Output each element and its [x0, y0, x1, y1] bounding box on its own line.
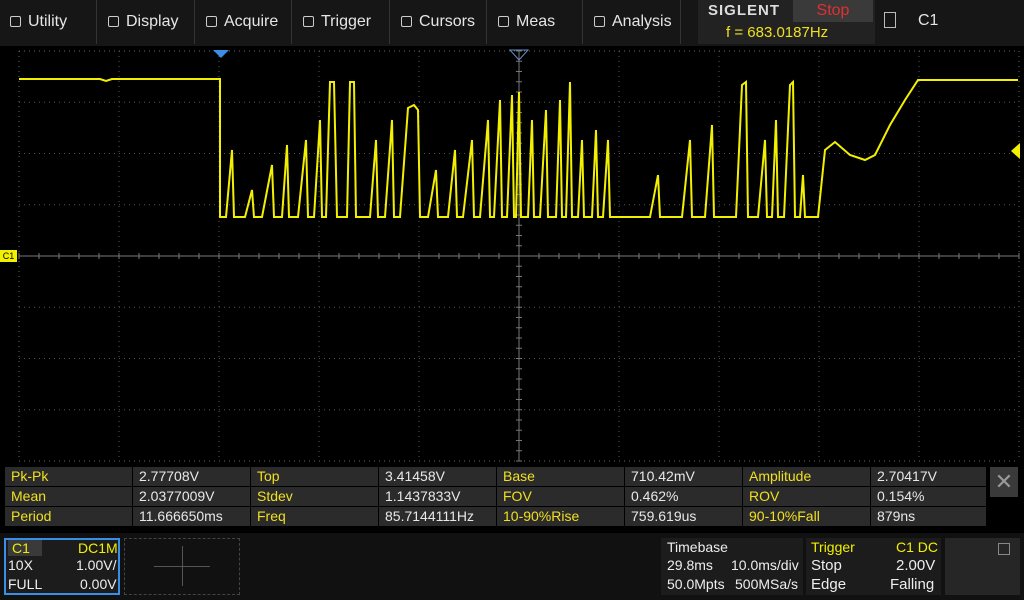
measurement-value: 2.70417V [871, 467, 987, 486]
measurement-value: 0.462% [625, 487, 743, 506]
measurement-label: 10-90%Rise [497, 507, 625, 526]
measurement-value: 0.154% [871, 487, 987, 506]
measurement-label: Top [251, 467, 379, 486]
waveform-display [18, 49, 1020, 462]
measurement-label: Stdev [251, 487, 379, 506]
channel-icon [884, 12, 896, 28]
trigger-slope: Falling [890, 576, 935, 593]
memory-depth: 50.0Mpts [667, 576, 725, 592]
timebase-delay: 29.8ms [667, 557, 713, 573]
measurement-row: Mean 2.0377009V Stdev 1.1437833V FOV 0.462% RO… [5, 487, 987, 506]
active-channel: C1 [918, 12, 939, 29]
trigger-level-marker[interactable] [1011, 143, 1020, 159]
center-marker [508, 49, 530, 61]
trigger-type: Edge [811, 576, 847, 593]
measurement-row: Period 11.666650ms Freq 85.7144111Hz 10-90%R… [5, 507, 987, 526]
menu-item[interactable]: Utility [0, 0, 97, 44]
vertical-scale: 1.00V/ [76, 557, 117, 573]
menu-item[interactable]: Trigger [293, 0, 390, 44]
measurement-label: Period [5, 507, 133, 526]
timebase-scale: 10.0ms/div [731, 557, 799, 573]
measurement-table: Pk-Pk 2.77708V Top 3.41458V Base 710.42mV Ampl… [5, 465, 987, 527]
menu-item[interactable]: Display [98, 0, 195, 44]
measurement-value: 759.619us [625, 507, 743, 526]
timebase-box[interactable] [661, 538, 803, 595]
measurement-value: 710.42mV [625, 467, 743, 486]
measurement-value: 879ns [871, 507, 987, 526]
measurement-label: ROV [743, 487, 871, 506]
measurement-value: 2.0377009V [133, 487, 251, 506]
trigger-state: Stop [811, 557, 842, 574]
measurement-label: Mean [5, 487, 133, 506]
run-state[interactable]: Stop [793, 0, 873, 22]
channel-offset-marker[interactable]: C1 [0, 250, 17, 262]
network-icon [998, 543, 1010, 555]
timebase-title: Timebase [667, 539, 728, 555]
measurement-label: 90-10%Fall [743, 507, 871, 526]
channel-coupling: DC1M [78, 540, 118, 556]
menu-item[interactable]: Acquire [196, 0, 292, 44]
add-channel-slot[interactable] [124, 538, 240, 595]
plus-icon-v [182, 546, 183, 586]
measurement-label: Amplitude [743, 467, 871, 486]
sample-rate: 500MSa/s [735, 576, 799, 592]
menu-item[interactable]: Analysis [584, 0, 681, 44]
menu-item[interactable]: Cursors [391, 0, 487, 44]
trigger-level: 2.00V [896, 557, 936, 574]
measurement-value: 85.7144111Hz [379, 507, 497, 526]
measurement-value: 2.77708V [133, 467, 251, 486]
bandwidth-limit: FULL [8, 576, 43, 592]
measurement-label: Freq [251, 507, 379, 526]
measurement-label: FOV [497, 487, 625, 506]
network-box[interactable] [945, 538, 1020, 595]
trigger-source: C1 DC [896, 539, 939, 555]
menu-item[interactable]: Meas [488, 0, 583, 44]
measurement-value: 3.41458V [379, 467, 497, 486]
brand: SIGLENT [708, 2, 781, 19]
vertical-offset: 0.00V [80, 576, 117, 592]
frequency-counter: f = 683.0187Hz [726, 24, 829, 41]
measurement-label: Pk-Pk [5, 467, 133, 486]
trigger-title: Trigger [811, 539, 855, 555]
channel-name: C1 [8, 540, 42, 556]
waveform-trace [19, 78, 1018, 218]
measurement-row: Pk-Pk 2.77708V Top 3.41458V Base 710.42mV Ampl… [5, 467, 987, 486]
measurement-value: 1.1437833V [379, 487, 497, 506]
trigger-position-marker[interactable] [213, 50, 229, 58]
measurement-label: Base [497, 467, 625, 486]
close-button[interactable]: ✕ [990, 467, 1018, 497]
trigger-box[interactable] [806, 538, 941, 595]
probe-ratio: 10X [8, 557, 33, 573]
measurement-value: 11.666650ms [133, 507, 251, 526]
